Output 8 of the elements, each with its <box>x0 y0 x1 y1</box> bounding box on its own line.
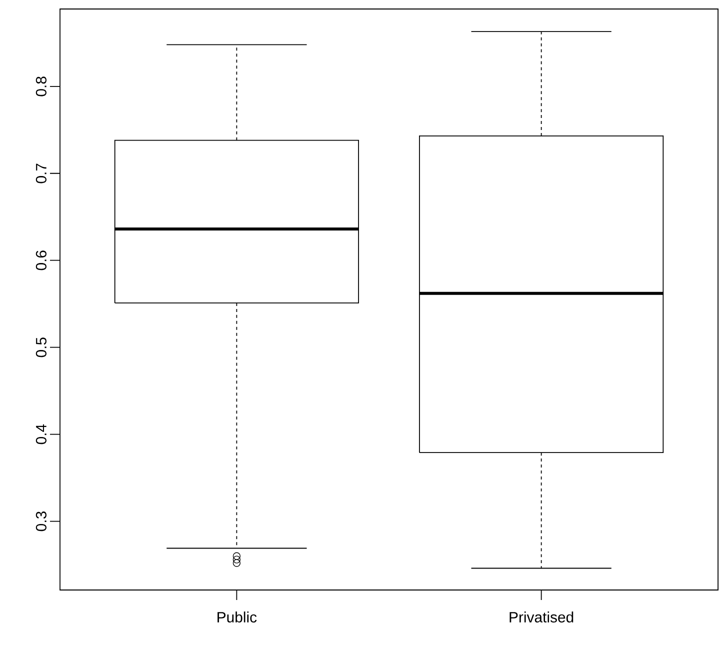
y-tick-label: 0.3 <box>36 512 46 532</box>
x-tick-label: Public <box>218 612 257 622</box>
y-tick-label: 0.8 <box>36 76 46 96</box>
y-tick-label: 0.4 <box>36 424 46 444</box>
x-tick-label: Privatised <box>510 612 574 622</box>
y-tick-label: 0.5 <box>36 338 46 358</box>
y-tick-label: 0.6 <box>36 250 46 270</box>
y-tick-label: 0.7 <box>36 164 46 184</box>
